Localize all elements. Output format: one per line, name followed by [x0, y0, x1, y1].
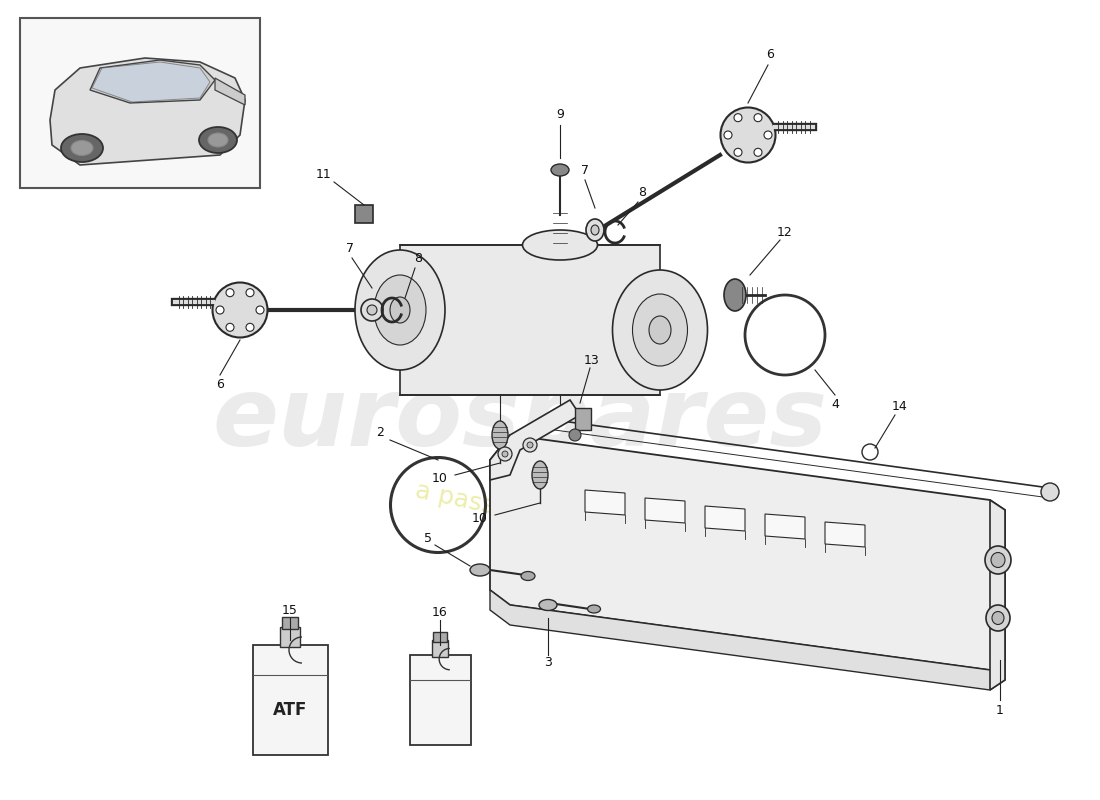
Circle shape — [226, 323, 234, 331]
Text: 8: 8 — [414, 251, 422, 265]
Ellipse shape — [470, 564, 490, 576]
Circle shape — [754, 114, 762, 122]
Text: a passion for parts since 1985: a passion for parts since 1985 — [412, 479, 788, 581]
Ellipse shape — [991, 553, 1005, 567]
Bar — [433, 632, 447, 642]
Bar — [282, 617, 298, 629]
Polygon shape — [990, 500, 1005, 690]
Circle shape — [764, 131, 772, 139]
Circle shape — [724, 131, 732, 139]
Text: 14: 14 — [892, 401, 907, 414]
Bar — [575, 408, 591, 430]
Ellipse shape — [60, 134, 103, 162]
Text: 16: 16 — [432, 606, 448, 618]
Text: 6: 6 — [216, 378, 224, 391]
Bar — [20, 18, 260, 188]
Circle shape — [498, 447, 512, 461]
Ellipse shape — [532, 461, 548, 489]
Polygon shape — [490, 590, 1005, 690]
Polygon shape — [90, 60, 214, 103]
Ellipse shape — [591, 225, 600, 235]
Ellipse shape — [212, 282, 267, 338]
Polygon shape — [50, 58, 245, 165]
Circle shape — [246, 323, 254, 331]
Text: ATF: ATF — [273, 701, 307, 719]
Text: 11: 11 — [316, 169, 332, 182]
Text: eurospares: eurospares — [212, 374, 827, 466]
Ellipse shape — [551, 164, 569, 176]
Text: 13: 13 — [584, 354, 600, 366]
Text: 12: 12 — [777, 226, 793, 239]
Ellipse shape — [208, 133, 228, 147]
Ellipse shape — [1041, 483, 1059, 501]
Polygon shape — [92, 62, 210, 102]
Bar — [432, 640, 448, 657]
Text: 7: 7 — [346, 242, 354, 254]
Bar — [280, 627, 300, 647]
Bar — [410, 655, 471, 745]
Ellipse shape — [992, 611, 1004, 625]
Ellipse shape — [984, 546, 1011, 574]
Circle shape — [754, 148, 762, 156]
Circle shape — [522, 438, 537, 452]
Text: 15: 15 — [282, 603, 298, 617]
Bar — [400, 245, 660, 395]
Ellipse shape — [361, 299, 383, 321]
Polygon shape — [764, 514, 805, 539]
Circle shape — [216, 306, 224, 314]
Bar — [253, 645, 328, 755]
Polygon shape — [585, 490, 625, 515]
Text: 9: 9 — [557, 109, 564, 122]
Ellipse shape — [355, 250, 446, 370]
Circle shape — [569, 429, 581, 441]
Ellipse shape — [632, 294, 688, 366]
Ellipse shape — [986, 605, 1010, 631]
Text: 10: 10 — [472, 511, 488, 525]
Polygon shape — [705, 506, 745, 531]
Ellipse shape — [199, 127, 236, 153]
Text: 5: 5 — [424, 531, 432, 545]
Bar — [355, 205, 373, 223]
Text: 3: 3 — [544, 657, 552, 670]
Polygon shape — [645, 498, 685, 523]
Ellipse shape — [587, 605, 601, 613]
Text: 4: 4 — [832, 398, 839, 411]
Ellipse shape — [720, 107, 775, 162]
Circle shape — [734, 148, 742, 156]
Text: 8: 8 — [638, 186, 646, 198]
Text: 2: 2 — [376, 426, 384, 439]
Ellipse shape — [374, 275, 426, 345]
Ellipse shape — [492, 421, 508, 449]
Circle shape — [502, 451, 508, 457]
Polygon shape — [490, 435, 1005, 670]
Circle shape — [734, 114, 742, 122]
Circle shape — [246, 289, 254, 297]
Ellipse shape — [522, 230, 597, 260]
Ellipse shape — [390, 297, 410, 323]
Ellipse shape — [72, 141, 94, 155]
Polygon shape — [214, 78, 245, 105]
Polygon shape — [825, 522, 865, 547]
Text: 7: 7 — [581, 163, 589, 177]
Circle shape — [256, 306, 264, 314]
Circle shape — [527, 442, 534, 448]
Polygon shape — [490, 400, 580, 480]
Ellipse shape — [724, 279, 746, 311]
Circle shape — [226, 289, 234, 297]
Ellipse shape — [613, 270, 707, 390]
Ellipse shape — [586, 219, 604, 241]
Text: 10: 10 — [432, 471, 448, 485]
Ellipse shape — [521, 571, 535, 581]
Ellipse shape — [649, 316, 671, 344]
Text: 6: 6 — [766, 49, 774, 62]
Ellipse shape — [539, 599, 557, 610]
Ellipse shape — [367, 305, 377, 315]
Text: 1: 1 — [997, 703, 1004, 717]
